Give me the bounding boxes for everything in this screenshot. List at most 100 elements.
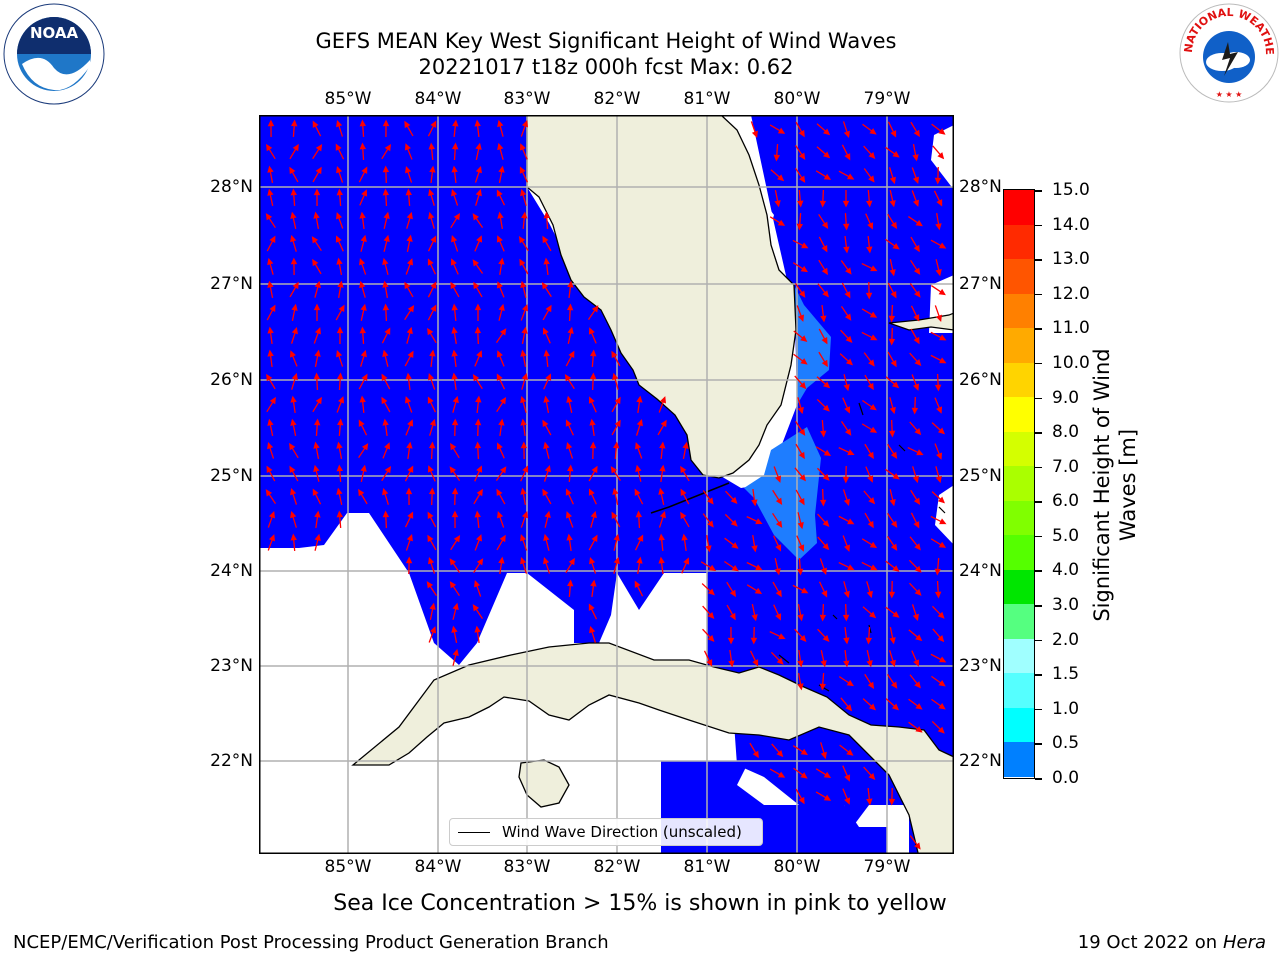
wave-direction-arrow bbox=[429, 418, 436, 436]
wave-direction-arrow bbox=[911, 374, 920, 391]
wave-direction-arrow bbox=[865, 466, 874, 483]
wave-direction-arrow bbox=[290, 188, 297, 207]
colorbar-band bbox=[1004, 362, 1034, 398]
wave-direction-arrow bbox=[498, 257, 505, 276]
wave-direction-arrow bbox=[291, 119, 298, 138]
wave-direction-arrow bbox=[816, 146, 831, 159]
wave-direction-arrow bbox=[794, 283, 806, 298]
wave-direction-arrow bbox=[843, 374, 850, 392]
colorbar-band bbox=[1004, 569, 1034, 605]
lon-tick-top: 83°W bbox=[503, 89, 551, 109]
wave-direction-arrow bbox=[888, 419, 896, 438]
colorbar-band bbox=[1004, 638, 1034, 674]
wave-direction-arrow bbox=[820, 650, 827, 668]
wave-direction-arrow bbox=[751, 604, 758, 622]
wave-direction-arrow bbox=[658, 556, 665, 575]
wave-direction-arrow bbox=[910, 236, 920, 253]
wave-direction-arrow bbox=[475, 188, 482, 206]
wave-direction-arrow bbox=[427, 534, 437, 551]
wave-direction-arrow bbox=[429, 602, 436, 620]
wave-direction-arrow bbox=[797, 512, 804, 530]
wave-direction-arrow bbox=[613, 533, 620, 551]
wave-direction-arrow bbox=[359, 189, 368, 206]
wave-direction-arrow bbox=[496, 442, 505, 459]
wave-direction-arrow bbox=[702, 628, 715, 642]
wave-direction-arrow bbox=[935, 259, 942, 277]
wave-direction-arrow bbox=[912, 144, 919, 162]
wave-direction-arrow bbox=[842, 489, 850, 507]
cuba-land bbox=[351, 642, 954, 854]
wave-direction-arrow bbox=[840, 329, 853, 343]
wave-direction-arrow bbox=[451, 625, 458, 643]
wave-direction-arrow bbox=[267, 188, 274, 206]
wave-direction-arrow bbox=[750, 626, 758, 645]
wave-direction-arrow bbox=[659, 464, 666, 483]
wave-direction-arrow bbox=[427, 120, 437, 137]
wave-direction-arrow bbox=[311, 236, 322, 252]
wave-direction-arrow bbox=[680, 511, 690, 528]
wave-direction-arrow bbox=[796, 535, 805, 552]
colorbar-tick-mark bbox=[1035, 778, 1042, 780]
wave-direction-arrow bbox=[474, 441, 482, 460]
wave-direction-arrow bbox=[793, 353, 808, 365]
wave-direction-arrow bbox=[429, 349, 436, 368]
colorbar-tick-mark bbox=[1035, 708, 1042, 711]
footer-credit: NCEP/EMC/Verification Post Processing Pr… bbox=[13, 932, 609, 953]
wave-direction-arrow bbox=[887, 213, 898, 230]
wave-direction-arrow bbox=[313, 188, 321, 207]
footer-date: 19 Oct 2022 on Hera bbox=[1078, 932, 1266, 953]
lat-tick-left: 25°N bbox=[210, 466, 253, 486]
colorbar-tick-label: 0.0 bbox=[1052, 768, 1080, 788]
wave-direction-arrow bbox=[428, 142, 435, 161]
wave-direction-arrow bbox=[839, 744, 854, 756]
wave-direction-arrow bbox=[774, 190, 781, 208]
legend-line-swatch bbox=[458, 831, 490, 833]
wave-direction-arrow bbox=[751, 534, 758, 553]
wave-direction-arrow bbox=[427, 235, 437, 252]
wave-direction-arrow bbox=[289, 442, 299, 459]
colorbar-band bbox=[1004, 466, 1034, 502]
wave-direction-arrow bbox=[336, 326, 344, 345]
wave-direction-arrow bbox=[885, 698, 900, 711]
wave-direction-arrow bbox=[658, 487, 665, 505]
colorbar-tick-label: 3.0 bbox=[1052, 595, 1080, 616]
wave-direction-arrow bbox=[911, 190, 919, 207]
wave-direction-arrow bbox=[451, 165, 458, 184]
wave-direction-arrow bbox=[658, 510, 666, 528]
wave-direction-arrow bbox=[519, 166, 529, 183]
wave-direction-arrow bbox=[862, 399, 877, 411]
wave-direction-arrow bbox=[359, 280, 366, 298]
wave-direction-arrow bbox=[336, 464, 343, 483]
wave-direction-arrow bbox=[934, 397, 943, 414]
wave-direction-arrow bbox=[474, 350, 483, 367]
wave-direction-arrow bbox=[885, 146, 900, 158]
wave-direction-arrow bbox=[682, 441, 689, 459]
lon-tick-bottom: 84°W bbox=[414, 857, 462, 877]
colorbar-tick-label: 5.0 bbox=[1052, 525, 1080, 546]
wave-direction-arrow bbox=[565, 511, 574, 528]
wave-direction-arrow bbox=[428, 556, 436, 574]
wave-direction-arrow bbox=[473, 488, 483, 505]
colorbar-band bbox=[1004, 604, 1034, 640]
wave-direction-arrow bbox=[705, 535, 712, 553]
wave-direction-arrow bbox=[519, 258, 529, 275]
wave-direction-arrow bbox=[359, 119, 367, 138]
wave-direction-arrow bbox=[820, 419, 827, 438]
wave-direction-arrow bbox=[451, 510, 459, 529]
wave-direction-arrow bbox=[543, 441, 550, 459]
wave-direction-arrow bbox=[932, 145, 945, 160]
wave-direction-arrow bbox=[291, 303, 298, 321]
lat-tick-right: 26°N bbox=[959, 370, 1002, 390]
wave-direction-arrow bbox=[382, 257, 389, 275]
wave-direction-arrow bbox=[498, 418, 505, 437]
wave-direction-arrow bbox=[383, 234, 390, 252]
wave-direction-arrow bbox=[381, 373, 391, 390]
footer-date-text: 19 Oct 2022 on bbox=[1077, 932, 1223, 953]
colorbar-band bbox=[1004, 742, 1034, 778]
wave-direction-arrow bbox=[382, 303, 390, 322]
wave-direction-arrow bbox=[795, 167, 806, 183]
colorbar-tick-mark bbox=[1035, 293, 1042, 296]
wave-direction-arrow bbox=[888, 304, 896, 323]
wave-direction-arrow bbox=[404, 350, 414, 367]
wave-direction-arrow bbox=[426, 581, 438, 596]
